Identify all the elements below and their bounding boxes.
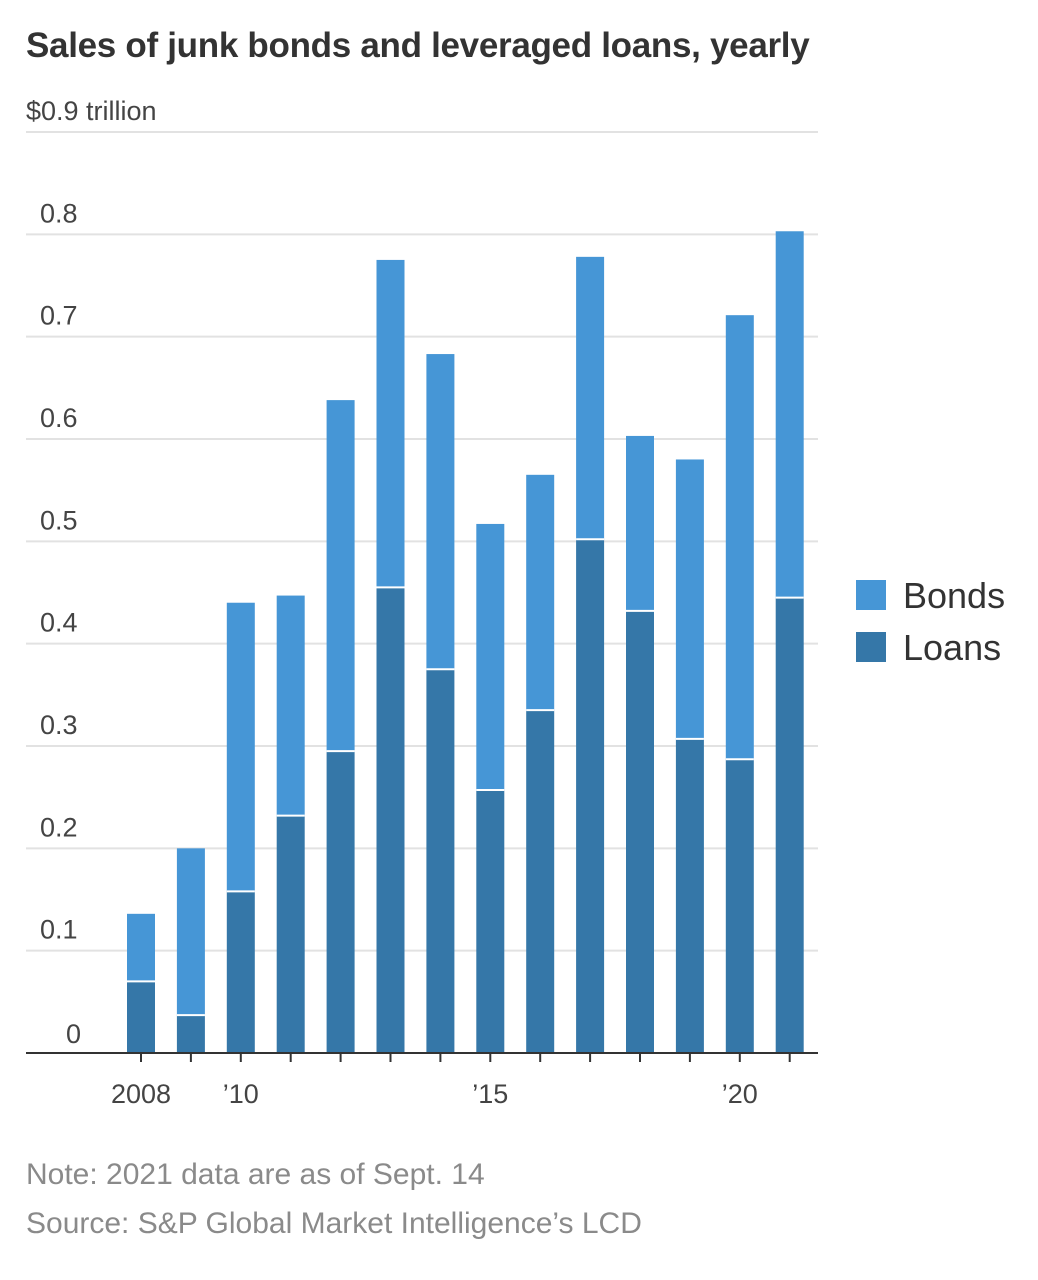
- legend-label-loans: Loans: [903, 627, 1001, 668]
- bar-loans-2017: [576, 539, 605, 1053]
- x-tick-label: ’15: [472, 1079, 508, 1109]
- y-tick-label: 0.4: [40, 608, 78, 638]
- bar-loans-2008: [127, 981, 155, 1053]
- y-tick-label: 0.2: [40, 812, 78, 842]
- bar-loans-2019: [675, 738, 704, 1053]
- bar-loans-2011: [276, 815, 305, 1053]
- y-tick-label: 0.5: [40, 505, 78, 535]
- y-tick-label: 0.1: [40, 915, 78, 945]
- bar-bonds-2011: [276, 595, 305, 816]
- bar-bonds-2020: [725, 315, 754, 760]
- bar-bonds-2021: [775, 231, 804, 598]
- legend-swatch-bonds: [856, 580, 886, 610]
- legend-label-bonds: Bonds: [903, 575, 1005, 616]
- bar-loans-2021: [775, 597, 804, 1053]
- legend-swatch-loans: [856, 632, 886, 662]
- bar-bonds-2012: [326, 400, 355, 752]
- bar-bonds-2018: [626, 435, 654, 611]
- chart-source: Source: S&P Global Market Intelligence’s…: [26, 1207, 642, 1240]
- x-tick-label: 2008: [111, 1079, 171, 1109]
- bars: [127, 231, 804, 1053]
- chart-title: Sales of junk bonds and leveraged loans,…: [26, 26, 810, 65]
- stacked-bar-chart: 0 0.1 0.2 0.3 0.4 0.5 0.6 0.7 0.8 $0.9 trillion 2…: [26, 96, 1005, 1109]
- bar-loans-2018: [626, 610, 654, 1053]
- bar-loans-2009: [176, 1015, 205, 1053]
- bar-loans-2020: [725, 759, 754, 1053]
- y-tick-label: 0.8: [40, 198, 78, 228]
- bar-bonds-2014: [426, 354, 455, 670]
- bar-bonds-2010: [226, 602, 255, 892]
- legend: Bonds Loans: [856, 575, 1005, 668]
- chart-note: Note: 2021 data are as of Sept. 14: [26, 1158, 485, 1191]
- bar-bonds-2015: [476, 523, 505, 791]
- bar-bonds-2009: [176, 848, 205, 1016]
- y-tick-label: $0.9 trillion: [26, 96, 157, 126]
- bar-loans-2010: [226, 891, 255, 1053]
- y-axis-labels: 0 0.1 0.2 0.3 0.4 0.5 0.6 0.7 0.8 $0.9 trillion: [26, 96, 157, 1049]
- bar-bonds-2019: [675, 459, 704, 739]
- x-tick-label: ’10: [223, 1079, 259, 1109]
- y-tick-label: 0.3: [40, 710, 78, 740]
- bar-bonds-2017: [576, 256, 605, 540]
- bar-loans-2014: [426, 669, 455, 1053]
- bar-loans-2013: [376, 587, 405, 1053]
- bar-bonds-2016: [526, 474, 555, 711]
- x-axis: 2008 ’10 ’15 ’20: [26, 1052, 818, 1109]
- y-tick-label: 0.6: [40, 403, 78, 433]
- y-tick-label: 0: [66, 1019, 81, 1049]
- x-tick-label: ’20: [722, 1079, 758, 1109]
- y-tick-label: 0.7: [40, 301, 78, 331]
- bar-loans-2015: [476, 790, 505, 1053]
- bar-loans-2016: [526, 710, 555, 1053]
- bar-bonds-2008: [127, 913, 155, 982]
- gridlines: [26, 131, 818, 952]
- bar-bonds-2013: [376, 259, 405, 588]
- bar-loans-2012: [326, 751, 355, 1053]
